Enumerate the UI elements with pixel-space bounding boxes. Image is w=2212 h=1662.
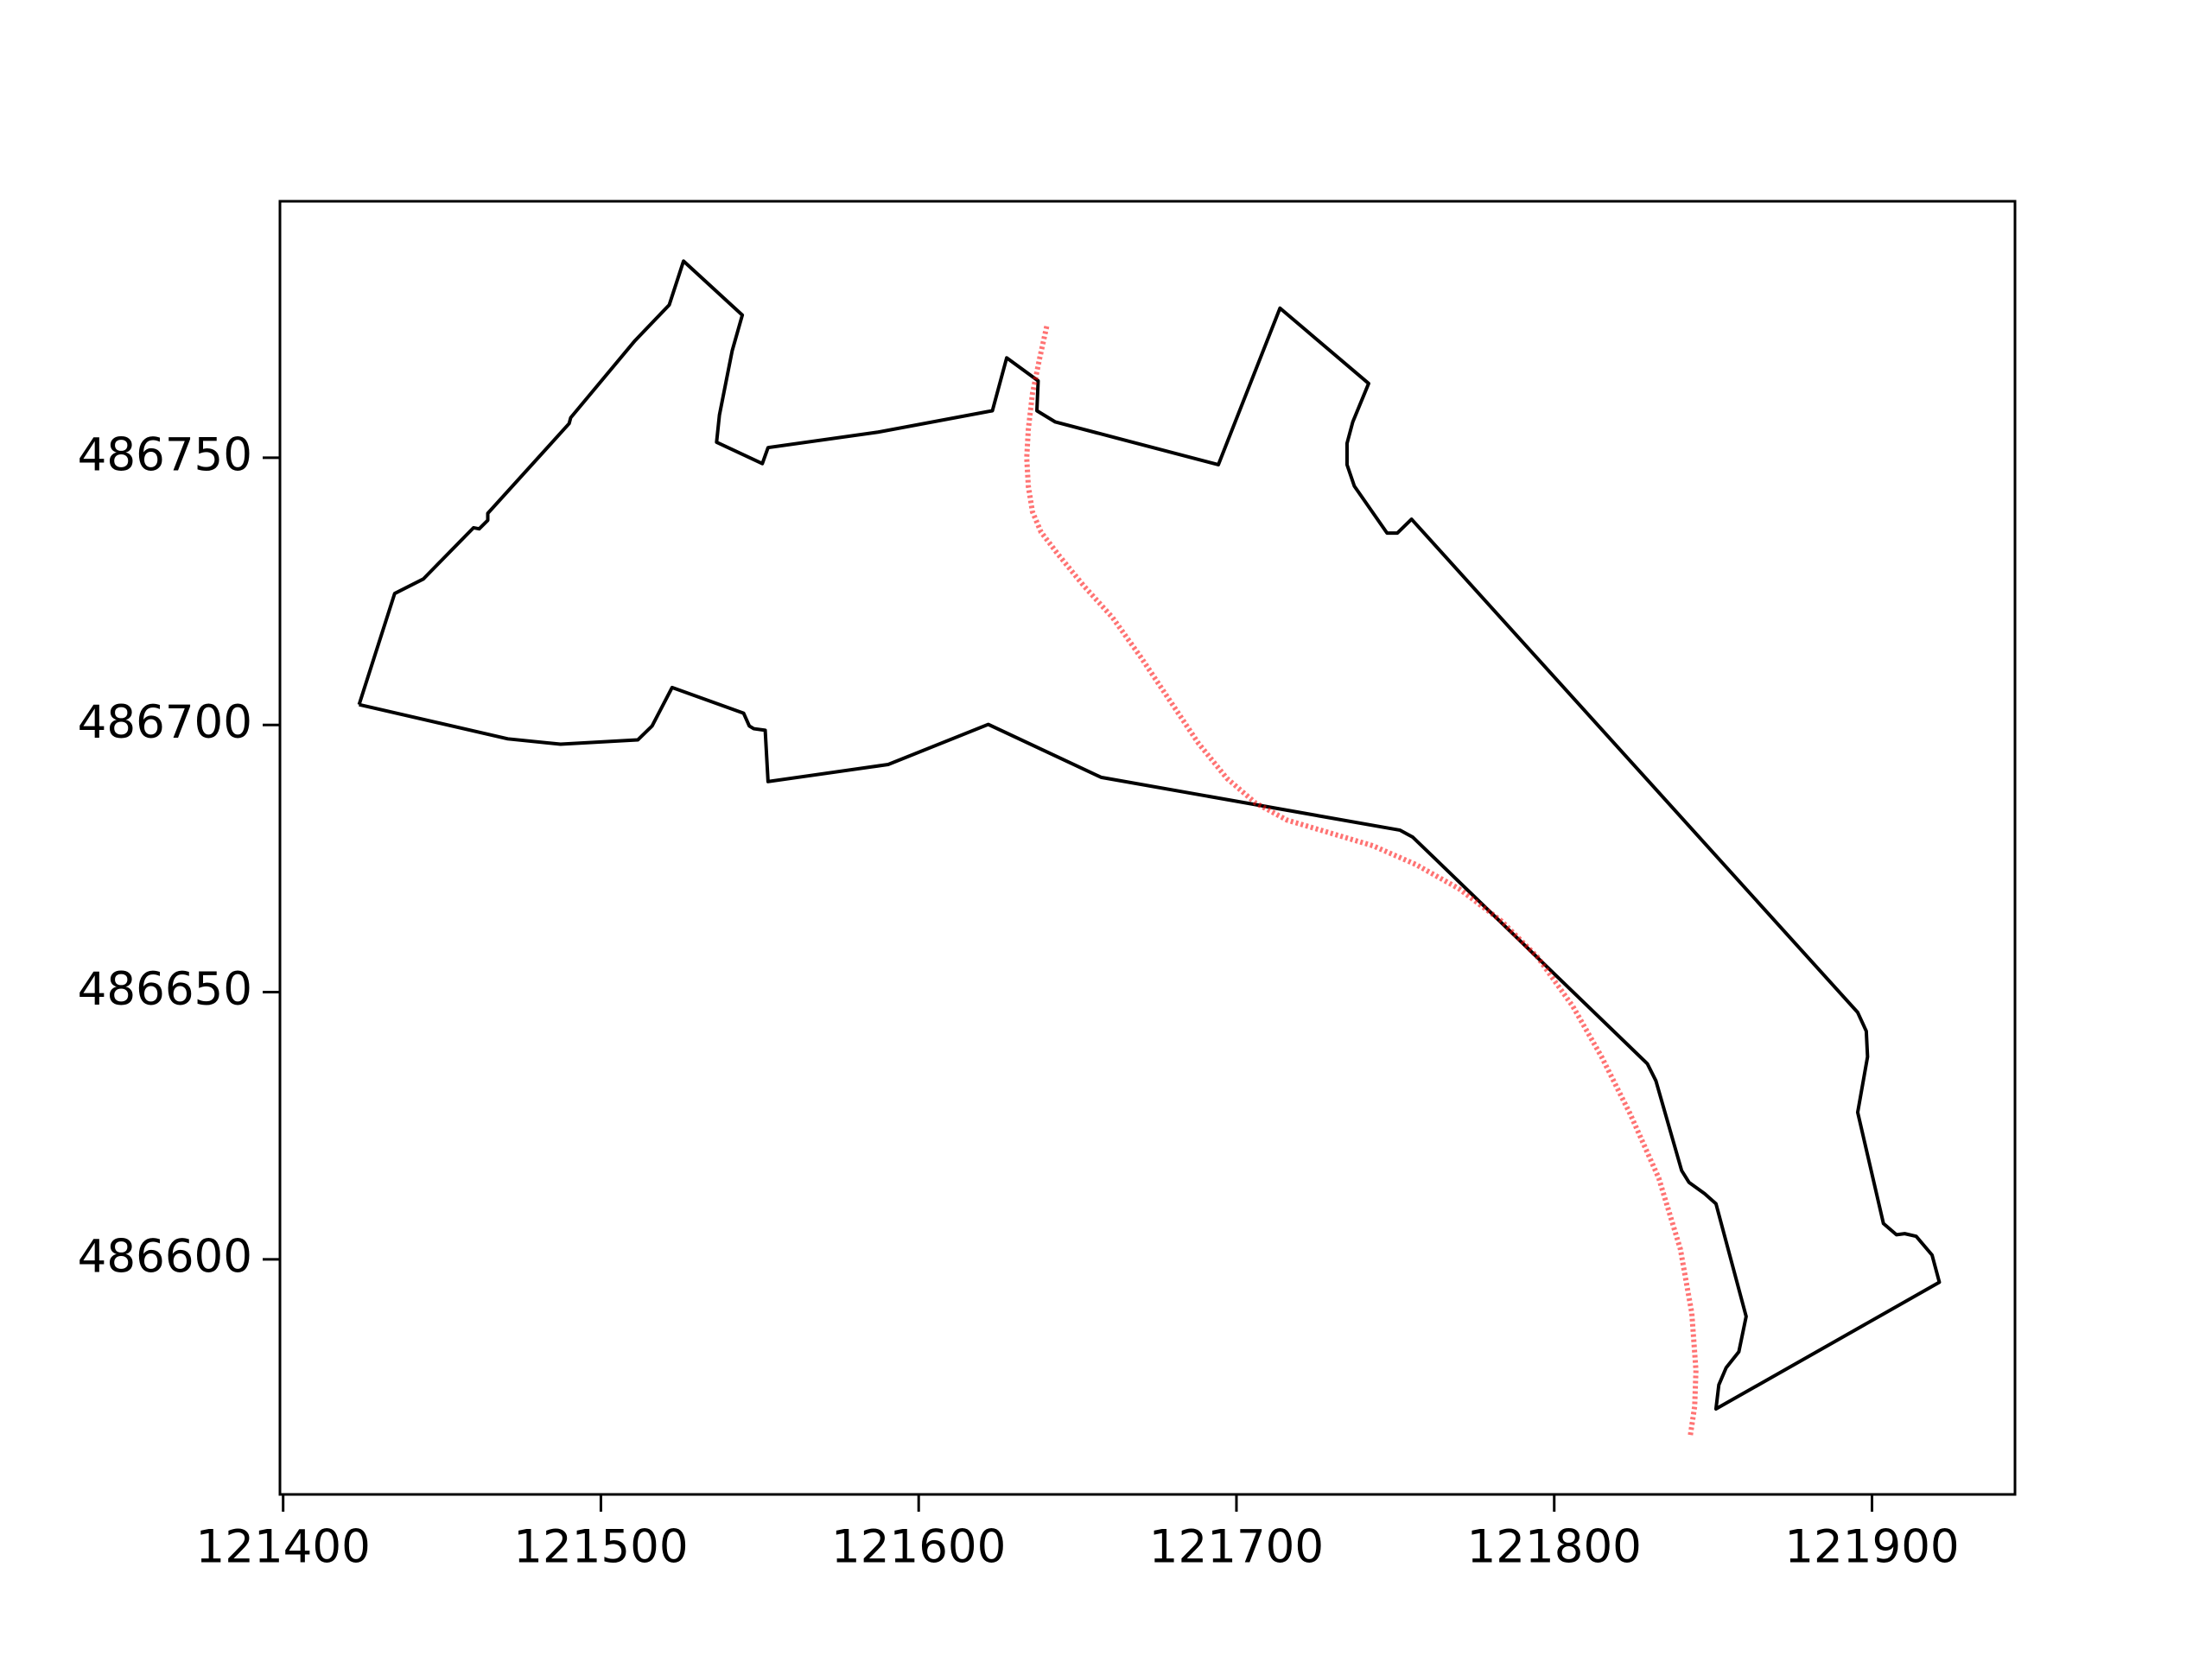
y-tick-label: 486650 (78, 963, 252, 1016)
x-tick-label: 121800 (1467, 1521, 1642, 1574)
track-line (1024, 326, 1699, 1437)
y-tick-label: 486600 (78, 1230, 252, 1283)
x-tick-label: 121500 (513, 1521, 688, 1574)
x-tick-label: 121900 (1784, 1521, 1959, 1574)
boundary-outline (357, 259, 1942, 1411)
axes-frame (278, 200, 2017, 1496)
x-tick-label: 121400 (196, 1521, 371, 1574)
x-tick-label: 121600 (831, 1521, 1006, 1574)
y-tick-label: 486750 (78, 429, 252, 482)
y-tick-label: 486700 (78, 696, 252, 749)
x-tick-label: 121700 (1149, 1521, 1324, 1574)
